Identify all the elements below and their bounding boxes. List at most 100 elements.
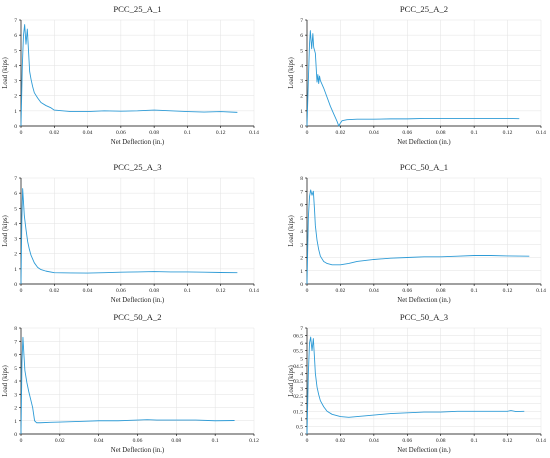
y-tick-label: 6 [14,33,17,39]
y-tick-label: 0 [14,282,17,288]
y-tick-label: 05.5 [293,349,303,355]
chart-title: PCC_50_A_3 [400,312,448,322]
x-tick-label: 0.14 [249,288,259,294]
y-tick-label: 0 [14,432,17,438]
x-axis-label: Net Deflection (in.) [111,297,164,304]
x-axis-label: Net Deflection (in.) [397,447,450,454]
x-tick-label: 0.08 [149,130,159,136]
y-axis-label: Load (kips) [288,57,295,89]
chart-title: PCC_25_A_1 [113,4,161,14]
y-tick-label: 5 [300,216,303,222]
x-tick-label: 0 [20,438,23,444]
x-tick-label: 0.12 [249,438,259,444]
series-line-1 [306,189,530,285]
y-tick-label: 7 [14,18,17,24]
x-tick-label: 0.12 [503,130,513,136]
y-tick-label: 01.5 [293,409,303,415]
x-tick-label: 0.08 [436,130,446,136]
x-tick-label: 0.14 [249,130,259,136]
y-tick-label: 02.5 [293,394,303,400]
y-tick-label: 7 [14,176,17,182]
chart-panel-2: 0 0.02 0.04 0.06 0.08 0.1 0.12 0.14 0 1 2 3 4 5 6 7 PCC_… [288,4,546,146]
y-tick-label: 4 [300,371,303,377]
x-tick-label: 0 [20,130,23,136]
x-tick-label: 0.14 [536,438,546,444]
y-tick-label: 6 [14,353,17,359]
y-tick-label: 0.5 [296,424,303,430]
x-tick-label: 0.08 [436,288,446,294]
y-tick-label: 0 [300,432,303,438]
chart-title: PCC_50_A_1 [400,162,448,172]
x-tick-label: 0 [306,130,309,136]
chart-title: PCC_50_A_2 [113,312,161,322]
x-axis-label: Net Deflection (in.) [397,297,450,304]
x-tick-label: 0.1 [471,438,478,444]
y-tick-label: 2 [14,94,17,100]
y-tick-label: 3 [14,392,17,398]
y-tick-label: 1 [300,109,303,115]
y-tick-label: 06.5 [293,334,303,340]
x-tick-label: 0.04 [369,130,379,136]
x-axis-label: Net Deflection (in.) [111,447,164,454]
x-tick-label: 0.04 [83,288,93,294]
x-tick-label: 0 [306,438,309,444]
x-tick-label: 0.1 [471,288,478,294]
y-tick-label: 1 [14,267,17,273]
y-tick-label: 04.5 [293,364,303,370]
x-tick-label: 0.06 [402,130,412,136]
chart-panel-6: 0 0.02 0.04 0.06 0.08 0.1 0.12 0.14 0 0.51 01.52 02… [288,312,546,454]
y-tick-label: 4 [14,63,17,69]
series-line-1 [20,336,235,435]
y-tick-label: 6 [300,341,303,347]
y-tick-label: 4 [14,379,17,385]
x-tick-label: 0.1 [212,438,219,444]
y-tick-label: 1 [14,109,17,115]
x-axis-label: Net Deflection (in.) [397,139,450,146]
x-tick-label: 0.02 [336,438,346,444]
y-tick-label: 6 [300,203,303,209]
x-tick-label: 0.1 [184,288,191,294]
x-tick-label: 0.04 [94,438,104,444]
x-tick-label: 0.02 [55,438,65,444]
y-tick-label: 0 [300,282,303,288]
y-tick-label: 5 [14,206,17,212]
y-tick-label: 2 [300,402,303,408]
x-tick-label: 0.12 [503,288,513,294]
x-tick-label: 0.06 [116,130,126,136]
x-tick-label: 0.08 [149,288,159,294]
x-tick-label: 0.02 [49,130,59,136]
y-tick-label: 5 [300,356,303,362]
y-tick-label: 1 [300,269,303,275]
y-tick-label: 6 [14,191,17,197]
y-tick-label: 7 [300,189,303,195]
chart-panel-5: 0 0.02 0.04 0.06 0.08 0.1 0.12 0 1 2 3 4 5 6 7 8 PCC_50_… [2,312,259,454]
x-tick-label: 0.04 [369,288,379,294]
y-tick-label: 2 [300,94,303,100]
y-tick-label: 7 [300,326,303,332]
x-tick-label: 0.08 [436,438,446,444]
y-tick-label: 3 [300,387,303,393]
y-tick-label: 8 [14,326,17,332]
y-tick-label: 6 [300,33,303,39]
y-tick-label: 1 [300,417,303,423]
x-tick-label: 0.06 [402,438,412,444]
series-line-1 [20,24,238,127]
x-tick-label: 0.1 [184,130,191,136]
x-tick-label: 0.1 [471,130,478,136]
x-tick-label: 0.14 [536,288,546,294]
y-tick-label: 3 [14,79,17,85]
y-tick-label: 4 [300,63,303,69]
chart-panel-4: 0 0.02 0.04 0.06 0.08 0.1 0.12 0.14 0 1 2 3 4 5 6 7 8 PCC… [288,162,546,304]
x-tick-label: 0.06 [133,438,143,444]
x-tick-label: 0.04 [369,438,379,444]
chart-title: PCC_25_A_2 [400,4,448,14]
y-axis-label: Load (kips) [288,365,295,397]
y-tick-label: 2 [14,252,17,258]
x-tick-label: 0 [20,288,23,294]
x-tick-label: 0.06 [402,288,412,294]
x-tick-label: 0.02 [336,130,346,136]
y-axis-label: Load (kips) [288,215,295,247]
y-tick-label: 0 [300,124,303,130]
x-tick-label: 0.12 [216,130,226,136]
